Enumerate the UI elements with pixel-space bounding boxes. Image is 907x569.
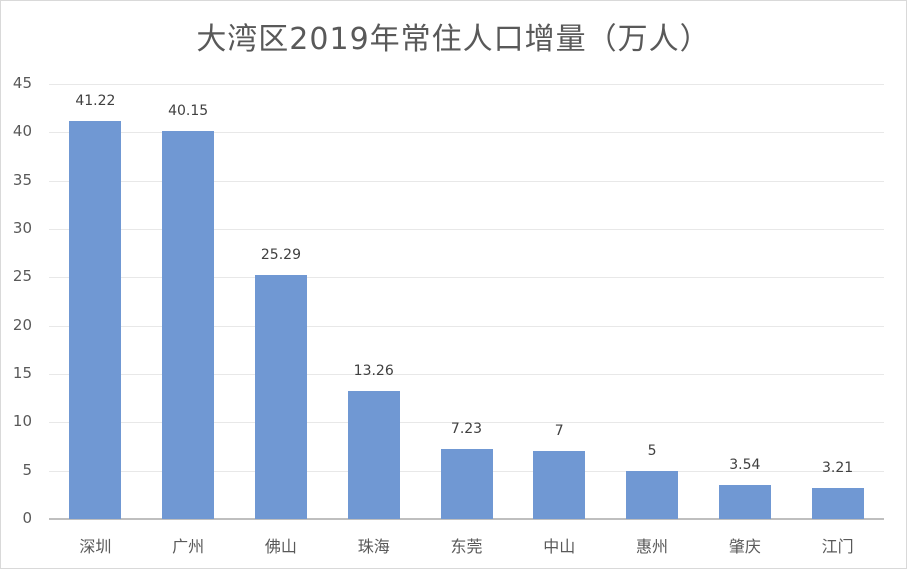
data-label: 3.21	[822, 459, 854, 476]
data-label: 25.29	[260, 246, 301, 263]
data-label: 5	[647, 442, 657, 459]
x-tick-label: 佛山	[264, 537, 297, 556]
y-tick-label: 30	[12, 219, 32, 237]
bar	[69, 120, 122, 519]
plot-area: 41.22 40.15 25.29 13.26 7.23 7 5 3.54 3.21	[49, 84, 884, 520]
x-axis-line	[49, 518, 884, 520]
bar	[440, 449, 493, 519]
data-label: 40.15	[168, 102, 209, 119]
gridline	[49, 422, 884, 424]
data-label: 7.23	[450, 421, 483, 438]
bar	[626, 470, 679, 519]
y-tick-label: 35	[12, 170, 32, 189]
gridline	[49, 374, 884, 375]
bar	[162, 130, 215, 519]
bar	[718, 484, 771, 519]
bar	[254, 274, 307, 519]
x-tick-label: 珠海	[357, 537, 390, 556]
y-tick-label: 0	[22, 509, 32, 527]
y-tick-label: 15	[12, 364, 32, 382]
x-tick-label: 深圳	[79, 537, 112, 556]
bar	[347, 390, 400, 519]
x-tick-label: 江门	[821, 537, 854, 556]
gridline	[49, 325, 884, 327]
x-tick-label: 东莞	[450, 537, 483, 556]
y-tick-label: 10	[12, 412, 32, 431]
gridline	[49, 277, 884, 279]
x-tick-label: 广州	[172, 537, 205, 556]
data-label: 41.22	[75, 92, 116, 109]
y-tick-label: 45	[12, 74, 32, 92]
gridline	[49, 229, 884, 230]
bar	[811, 487, 864, 519]
bar	[533, 451, 586, 519]
y-tick-label: 25	[12, 267, 32, 286]
x-tick-label: 肇庆	[728, 537, 761, 556]
gridline	[49, 132, 884, 134]
x-tick-label: 中山	[543, 537, 576, 556]
x-tick-label: 惠州	[636, 537, 669, 556]
data-label: 3.54	[729, 456, 761, 473]
gridline	[49, 180, 884, 182]
y-tick-label: 20	[12, 315, 32, 334]
chart-title: 大湾区2019年常住人口增量（万人）	[196, 22, 711, 57]
y-tick-label: 40	[12, 122, 32, 141]
data-label: 13.26	[353, 362, 394, 379]
y-tick-label: 5	[22, 460, 32, 479]
gridline	[49, 84, 884, 85]
data-label: 7	[554, 423, 564, 440]
